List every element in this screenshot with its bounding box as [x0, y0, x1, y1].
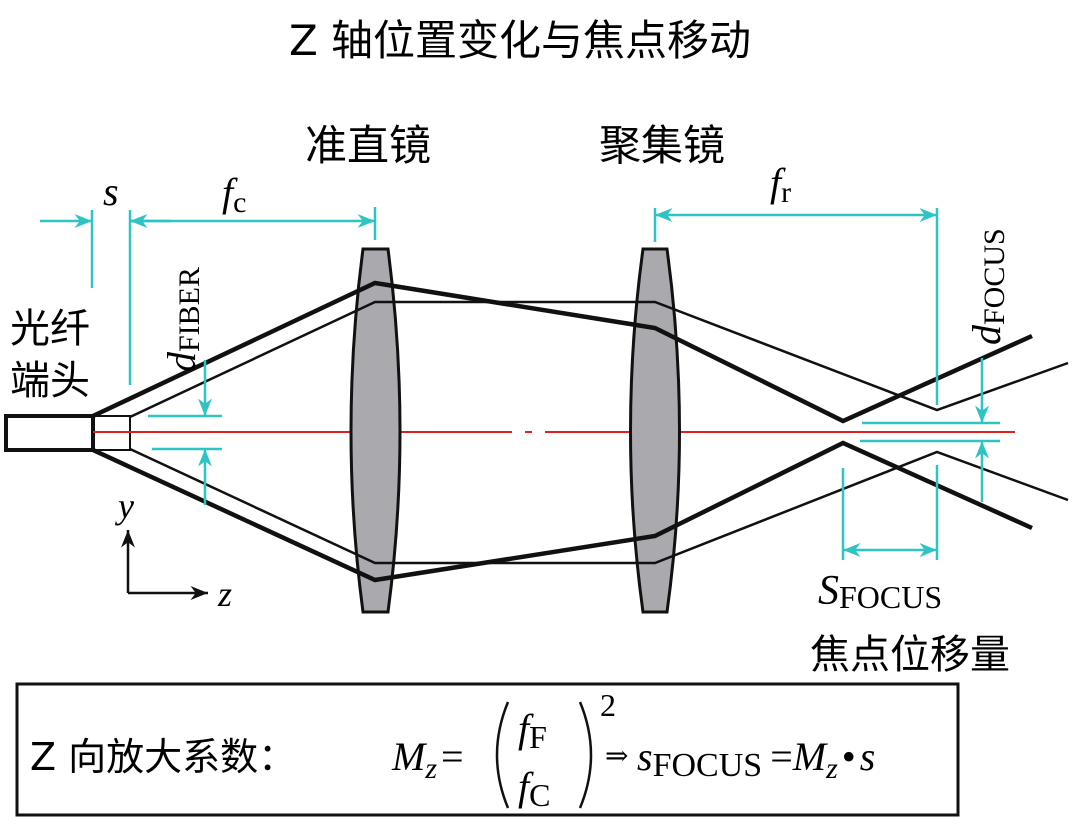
- formula-implies: ⇒: [605, 741, 628, 772]
- formula-prefix: Z 向放大系数：: [30, 735, 296, 779]
- fr-label: fr: [770, 160, 791, 209]
- s-focus-caption: 焦点位移量: [810, 632, 1010, 678]
- beam-thin-lower: [129, 447, 1069, 565]
- formula-dot: •: [842, 734, 856, 779]
- fiber-label-line2: 端头: [10, 358, 90, 404]
- s-focus-label: SFOCUS: [818, 568, 942, 615]
- formula-equals: =: [441, 734, 464, 779]
- d-fiber-label-sub: FIBER: [173, 267, 206, 352]
- collimator-lens-label: 准直镜: [305, 121, 431, 170]
- formula-rhs: sFOCUS =Mz • s: [637, 734, 875, 785]
- formula-s: s: [860, 734, 876, 779]
- fc-label-sub: c: [233, 186, 246, 219]
- formula-mz2-main: M: [792, 734, 829, 779]
- s-focus-label-main: S: [818, 568, 839, 614]
- d-fiber-label-main: d: [159, 351, 204, 372]
- formula-exponent: 2: [600, 687, 616, 723]
- d-fiber-label: dFIBER: [159, 267, 206, 372]
- formula-num-sub: F: [529, 719, 547, 755]
- beam-thick-lower: [92, 440, 1033, 583]
- z-axis-label: z: [217, 574, 232, 614]
- beam-thick-upper: [92, 280, 1033, 424]
- formula-sfocus-sub: FOCUS: [653, 747, 763, 784]
- y-axis-label: y: [115, 486, 134, 526]
- formula-equals2: =: [770, 734, 793, 779]
- formula-box: [15, 682, 960, 817]
- formula-mz2-sub: z: [825, 752, 838, 785]
- d-focus-label: dFOCUS: [964, 228, 1011, 345]
- collimator-lens: [349, 247, 402, 614]
- d-focus-label-main: d: [964, 324, 1009, 345]
- fiber-label-line1: 光纤: [10, 306, 90, 352]
- formula-paren-right: [578, 701, 593, 809]
- s-label: s: [103, 169, 119, 214]
- beam-thin-upper: [129, 300, 1069, 419]
- focusing-lens: [629, 247, 681, 614]
- formula-mz-sub: z: [424, 752, 437, 785]
- formula-mz: Mz =: [391, 734, 464, 785]
- d-focus-label-sub: FOCUS: [978, 228, 1011, 325]
- diagram-title: Z 轴位置变化与焦点移动: [289, 16, 751, 65]
- formula-den-sub: C: [529, 777, 550, 813]
- formula-sfocus-main: s: [637, 734, 653, 779]
- fc-label: fc: [222, 170, 246, 219]
- formula-paren-left: [495, 701, 510, 809]
- focusing-lens-label: 聚集镜: [599, 121, 725, 170]
- fr-label-sub: r: [781, 176, 791, 209]
- formula-mz-main: M: [391, 734, 428, 779]
- s-focus-label-sub: FOCUS: [839, 579, 942, 615]
- fiber-end: [4, 414, 95, 452]
